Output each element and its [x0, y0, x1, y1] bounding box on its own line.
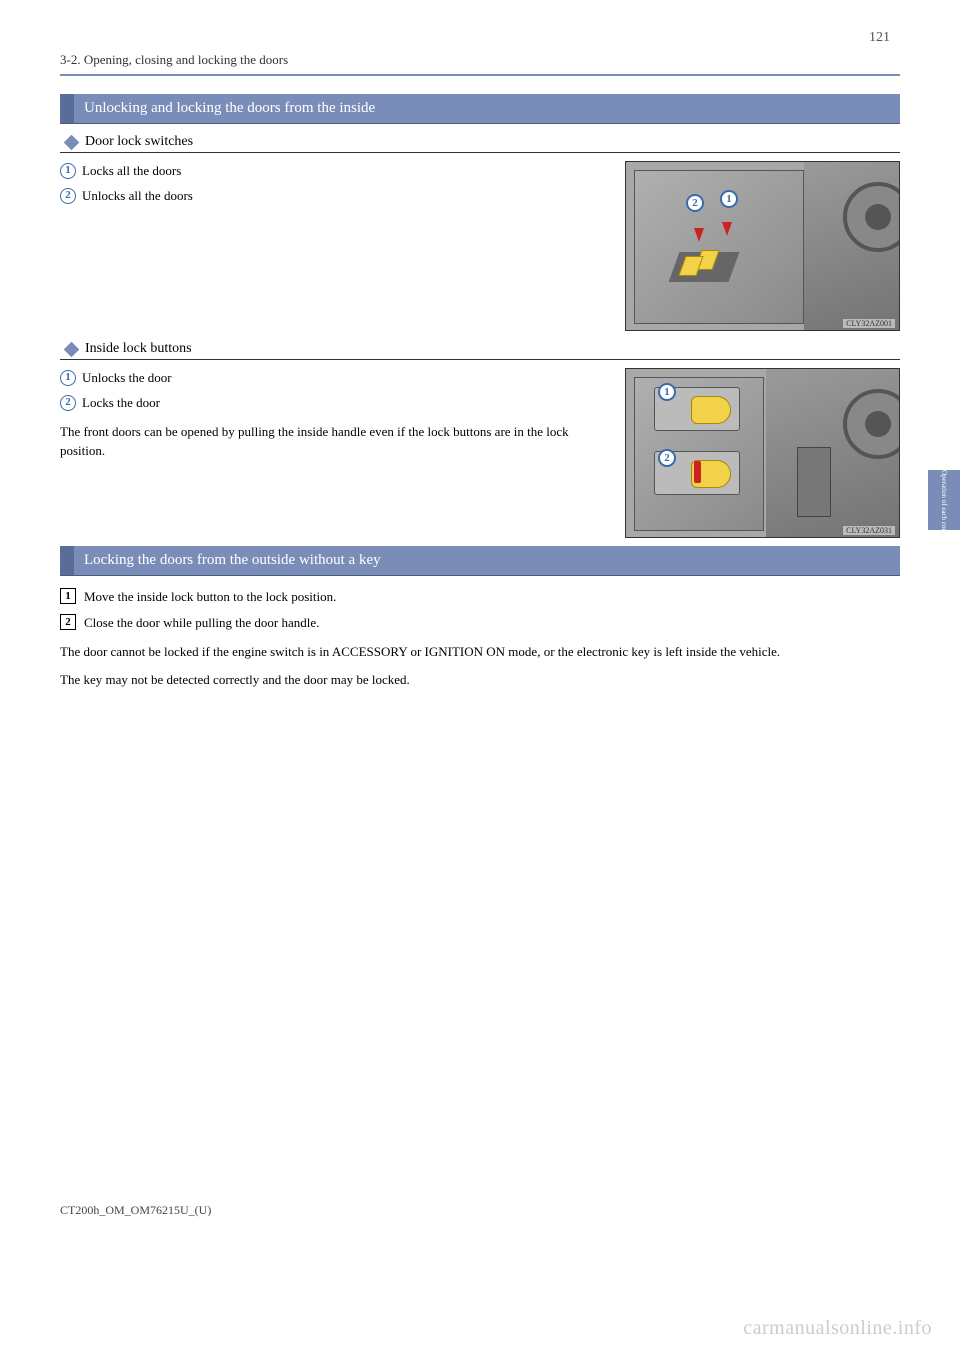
callout-1-icon: 1: [720, 190, 738, 208]
illustration-code: CLY32AZ001: [843, 319, 895, 328]
list-item: 1 Locks all the doors: [60, 161, 609, 182]
handle-highlight: [691, 396, 731, 424]
illustration-inside-handles: 1 2 CLY32AZ031: [625, 368, 900, 538]
arrow-down-icon: [694, 228, 704, 242]
right-column: 1 2 CLY32AZ001: [625, 161, 900, 331]
left-column: 1 Locks all the doors 2 Unlocks all the …: [60, 161, 609, 211]
illustration-lock-switches: 1 2 CLY32AZ001: [625, 161, 900, 331]
subsection-inside-lock-buttons: Inside lock buttons 1 Unlocks the door 2…: [60, 341, 900, 538]
post-note-1: The door cannot be locked if the engine …: [60, 642, 900, 662]
step-list: 1 Move the inside lock button to the loc…: [60, 586, 900, 634]
list-item: 2 Locks the door: [60, 393, 609, 414]
circled-2-icon: 2: [60, 188, 76, 204]
arrow-down-icon: [722, 222, 732, 236]
banner-corner-icon: [60, 546, 74, 575]
manual-code: CT200h_OM_OM76215U_(U): [60, 1203, 211, 1218]
sub-heading-text: Inside lock buttons: [85, 341, 192, 357]
illustration-code: CLY32AZ031: [843, 526, 895, 535]
circled-1-icon: 1: [60, 370, 76, 386]
step-item: 1 Move the inside lock button to the loc…: [60, 586, 900, 608]
right-column: 1 2 CLY32AZ031: [625, 368, 900, 538]
chapter-tab-number: 3: [940, 447, 949, 468]
item-text: Unlocks the door: [82, 368, 609, 389]
banner-outside: Locking the doors from the outside witho…: [60, 546, 900, 576]
header-rule: [60, 74, 900, 76]
page-root: 121 3-2. Opening, closing and locking th…: [0, 0, 960, 1358]
chapter-tab-label: Operation of each component: [940, 470, 948, 553]
door-panel-shape: [634, 170, 804, 324]
subsection-door-lock-switches: Door lock switches 1 Locks all the doors…: [60, 134, 900, 331]
item-text: Locks the door: [82, 393, 609, 414]
callout-2-icon: 2: [658, 449, 676, 467]
dashboard-shape: [804, 162, 899, 331]
post-note-2: The key may not be detected correctly an…: [60, 670, 900, 690]
two-column: 1 Unlocks the door 2 Locks the door The …: [60, 368, 900, 538]
diamond-icon: [64, 341, 80, 357]
header: 121 3-2. Opening, closing and locking th…: [0, 0, 960, 76]
callout-1-icon: 1: [658, 383, 676, 401]
banner-title: Unlocking and locking the doors from the…: [74, 94, 385, 123]
boxed-1-icon: 1: [60, 588, 76, 604]
step-text: Move the inside lock button to the lock …: [84, 586, 336, 608]
page-number: 121: [60, 30, 900, 46]
content: Unlocking and locking the doors from the…: [0, 76, 960, 689]
list-item: 2 Unlocks all the doors: [60, 186, 609, 207]
banner-title: Locking the doors from the outside witho…: [74, 546, 391, 575]
note-text: The front doors can be opened by pulling…: [60, 422, 609, 461]
two-column: 1 Locks all the doors 2 Unlocks all the …: [60, 161, 900, 331]
boxed-2-icon: 2: [60, 614, 76, 630]
steering-wheel-icon: [843, 389, 900, 459]
sub-heading-row: Door lock switches: [60, 134, 900, 153]
step-item: 2 Close the door while pulling the door …: [60, 612, 900, 634]
banner-inside: Unlocking and locking the doors from the…: [60, 94, 900, 124]
circled-2-icon: 2: [60, 395, 76, 411]
left-column: 1 Unlocks the door 2 Locks the door The …: [60, 368, 609, 461]
sub-heading-text: Door lock switches: [85, 134, 193, 150]
item-text: Locks all the doors: [82, 161, 609, 182]
steering-hub-icon: [865, 411, 891, 437]
lock-tab-red: [694, 461, 701, 483]
watermark: carmanualsonline.info: [743, 1317, 932, 1340]
list-item: 1 Unlocks the door: [60, 368, 609, 389]
window-controls-shape: [797, 447, 831, 517]
diamond-icon: [64, 134, 80, 150]
callout-2-icon: 2: [686, 194, 704, 212]
circled-1-icon: 1: [60, 163, 76, 179]
item-text: Unlocks all the doors: [82, 186, 609, 207]
banner-corner-icon: [60, 94, 74, 123]
sub-heading-row: Inside lock buttons: [60, 341, 900, 360]
dashboard-shape: [766, 369, 899, 538]
steering-hub-icon: [865, 204, 891, 230]
steering-wheel-icon: [843, 182, 900, 252]
chapter-tab: 3 Operation of each component: [928, 470, 960, 530]
section-path: 3-2. Opening, closing and locking the do…: [60, 52, 900, 68]
step-text: Close the door while pulling the door ha…: [84, 612, 319, 634]
